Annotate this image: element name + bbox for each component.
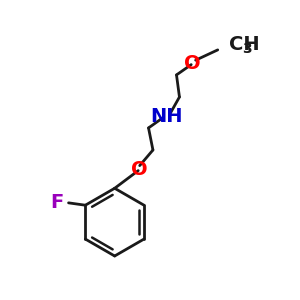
Text: 3: 3 bbox=[242, 42, 251, 56]
Text: O: O bbox=[184, 54, 201, 73]
Text: NH: NH bbox=[150, 106, 182, 126]
Text: CH: CH bbox=[230, 34, 260, 53]
Text: O: O bbox=[131, 160, 148, 178]
Text: F: F bbox=[50, 194, 63, 212]
